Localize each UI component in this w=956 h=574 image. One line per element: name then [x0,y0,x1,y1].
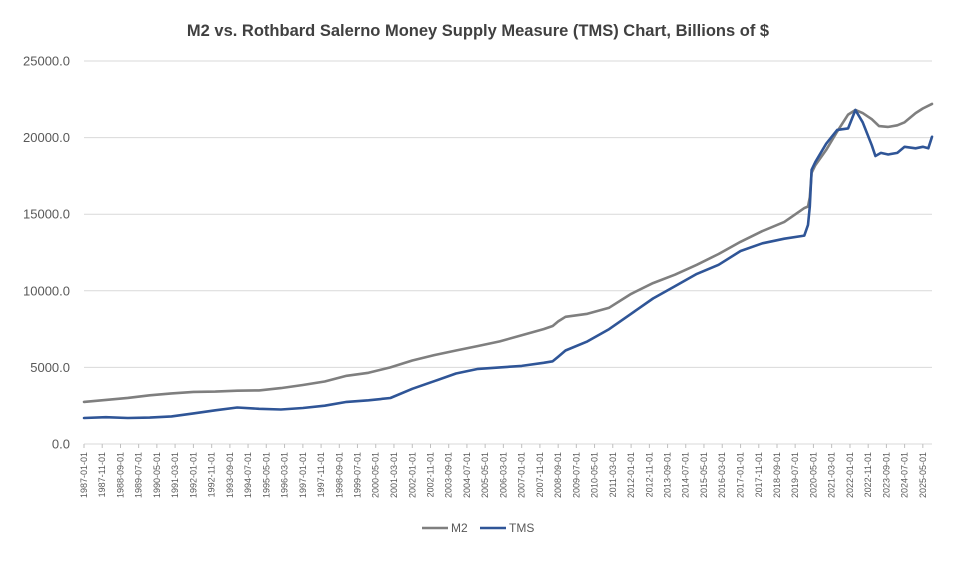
x-tick-label: 1992-01-01 [188,452,198,498]
y-tick-label: 10000.0 [23,283,70,298]
x-tick-label: 1998-09-01 [334,452,344,498]
x-tick-label: 2013-09-01 [663,452,673,498]
legend-label-tms: TMS [509,521,534,535]
x-tick-label: 2004-07-01 [462,452,472,498]
x-tick-label: 1997-11-01 [316,452,326,497]
series-line-tms [82,108,934,420]
x-tick-label: 2000-05-01 [371,452,381,498]
x-tick-label: 2007-01-01 [517,452,527,498]
x-tick-label: 2022-11-01 [863,452,873,497]
x-tick-label: 2002-01-01 [407,452,417,498]
x-tick-label: 1991-03-01 [170,452,180,498]
chart-title: M2 vs. Rothbard Salerno Money Supply Mea… [186,22,770,40]
x-tick-label: 1995-05-01 [261,452,271,498]
x-tick-label: 2017-01-01 [736,452,746,498]
x-tick-label: 1988-09-01 [115,452,125,498]
x-tick-label: 2019-07-01 [790,452,800,498]
x-tick-label: 1989-07-01 [134,452,144,498]
x-tick-label: 2012-11-01 [644,452,654,497]
x-tick-label: 1999-07-01 [352,452,362,498]
x-tick-label: 2015-05-01 [699,452,709,498]
x-tick-label: 1992-11-01 [207,452,217,497]
y-tick-label: 0.0 [52,437,70,452]
x-tick-label: 1994-07-01 [243,452,253,498]
legend-label-m2: M2 [451,521,468,535]
x-tick-label: 2017-11-01 [754,452,764,497]
x-tick-label: 2016-03-01 [717,452,727,498]
x-tick-label: 1997-01-01 [298,452,308,498]
y-tick-label: 5000.0 [30,360,70,375]
x-tick-label: 2003-09-01 [444,452,454,498]
x-tick-label: 1990-05-01 [152,452,162,498]
x-tick-label: 2021-03-01 [827,452,837,498]
x-tick-label: 2002-11-01 [425,452,435,497]
x-tick-label: 2010-05-01 [590,452,600,498]
y-tick-label: 20000.0 [23,130,70,145]
y-axis-tick-labels: 25000.0 20000.0 15000.0 10000.0 5000.0 0.0 [23,54,70,452]
x-tick-label: 2014-07-01 [681,452,691,498]
x-tick-label: 2008-09-01 [553,452,563,498]
x-tick-label: 2005-05-01 [480,452,490,498]
gridlines [84,60,932,368]
x-tick-label: 1996-03-01 [280,452,290,498]
x-tick-label: 2001-03-01 [389,452,399,498]
y-tick-label: 25000.0 [23,54,70,69]
x-tick-label: 2009-07-01 [571,452,581,498]
x-tick-label: 1987-01-01 [79,452,89,498]
series-line-m2 [82,102,934,404]
x-tick-label: 2011-03-01 [608,452,618,497]
legend: M2 TMS [422,521,534,535]
x-tick-label: 2025-05-01 [918,452,928,498]
x-tick-label: 2012-01-01 [626,452,636,498]
x-tick-label: 2022-01-01 [845,452,855,498]
series-lines [82,102,934,420]
x-tick-label: 2024-07-01 [900,452,910,498]
x-tick-label: 2020-05-01 [808,452,818,498]
x-tick-label: 1987-11-01 [97,452,107,497]
x-tick-label: 2007-11-01 [535,452,545,497]
x-tick-label: 1993-09-01 [225,452,235,498]
x-axis-tick-labels: 1987-01-01 1987-11-01 1988-09-01 1989-07-01… [79,444,928,498]
x-tick-label: 2018-09-01 [772,452,782,498]
x-tick-label: 2023-09-01 [881,452,891,498]
y-tick-label: 15000.0 [23,207,70,222]
x-tick-label: 2006-03-01 [498,452,508,498]
